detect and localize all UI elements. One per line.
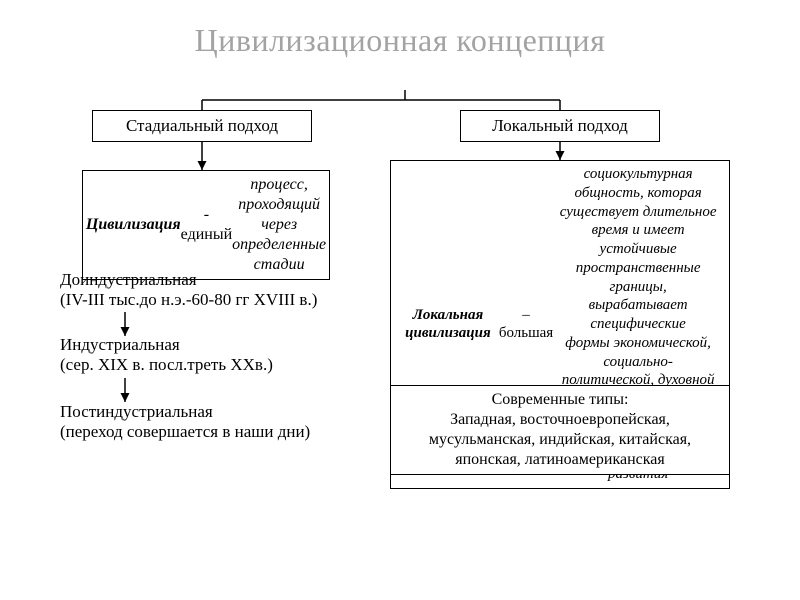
page-title: Цивилизационная концепция bbox=[0, 0, 800, 59]
node-industrial: Индустриальная(сер. XIX в. посл.треть XX… bbox=[60, 335, 360, 376]
flowchart: Стадиальный подход Локальный подход Циви… bbox=[60, 90, 740, 570]
node-stadial-approach: Стадиальный подход bbox=[92, 110, 312, 142]
node-postindustrial: Постиндустриальная(переход совершается в… bbox=[60, 402, 360, 443]
node-preindustrial: Доиндустриальная(IV-III тыс.до н.э.-60-8… bbox=[60, 270, 360, 311]
node-local-approach: Локальный подход bbox=[460, 110, 660, 142]
node-civilization-def: Цивилизация- единыйпроцесс, проходящийче… bbox=[82, 170, 330, 280]
node-modern-types: Современные типы:Западная, восточноевроп… bbox=[390, 385, 730, 475]
